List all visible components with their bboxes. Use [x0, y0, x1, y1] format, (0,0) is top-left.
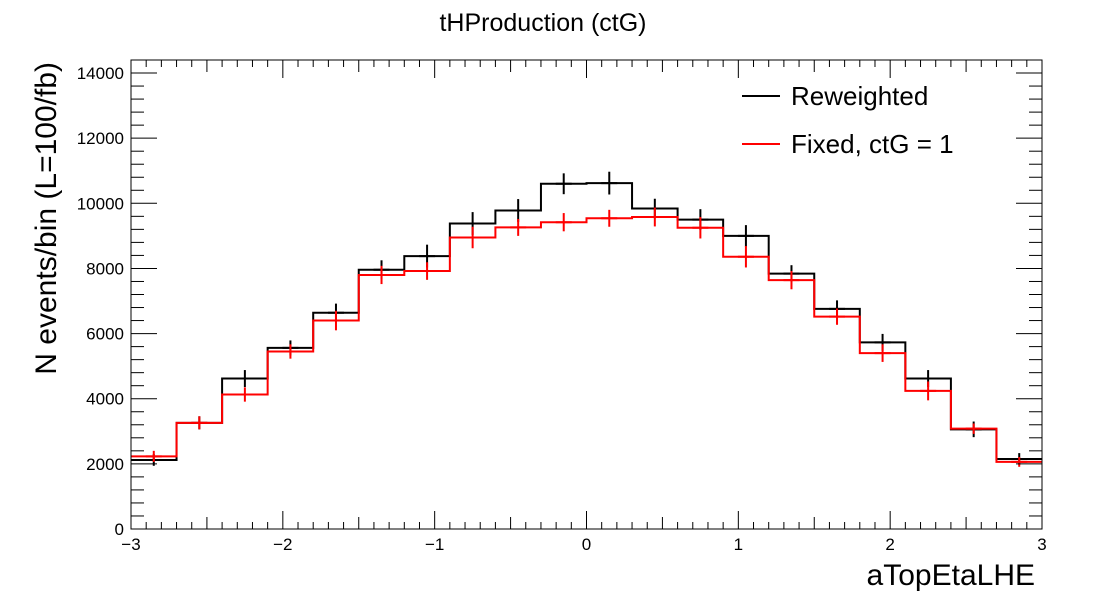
x-tick-label: −1 — [425, 535, 444, 554]
axes: −3 −2 −1 0 1 2 3 0 2000 4000 6000 8000 10000 12000 140… — [77, 59, 1047, 554]
x-axis-label: aTopEtaLHE — [867, 559, 1035, 592]
x-tick-label: 1 — [734, 535, 743, 554]
y-tick-label: 8000 — [86, 259, 124, 278]
x-tick-label: −3 — [121, 535, 140, 554]
series-0-step-line — [131, 182, 1042, 461]
y-tick-label: 6000 — [86, 325, 124, 344]
x-tick-label: 0 — [582, 535, 591, 554]
y-tick-label: 10000 — [77, 194, 124, 213]
x-tick-label: 3 — [1037, 535, 1046, 554]
x-tick-label: 2 — [885, 535, 894, 554]
chart-title: tHProduction (ctG) — [439, 9, 646, 37]
legend-label-0: Reweighted — [791, 81, 928, 111]
plot-content — [131, 171, 1042, 467]
legend: Reweighted Fixed, ctG = 1 — [742, 81, 954, 159]
y-axis-label: N events/bin (L=100/fb) — [30, 62, 63, 375]
y-tick-label: 2000 — [86, 455, 124, 474]
series-1-step-line — [131, 215, 1042, 463]
y-tick-label: 12000 — [77, 129, 124, 148]
legend-label-1: Fixed, ctG = 1 — [791, 129, 954, 159]
y-tick-label: 0 — [115, 520, 124, 539]
y-tick-label: 4000 — [86, 390, 124, 409]
y-tick-label: 14000 — [77, 64, 124, 83]
x-tick-label: −2 — [273, 535, 292, 554]
